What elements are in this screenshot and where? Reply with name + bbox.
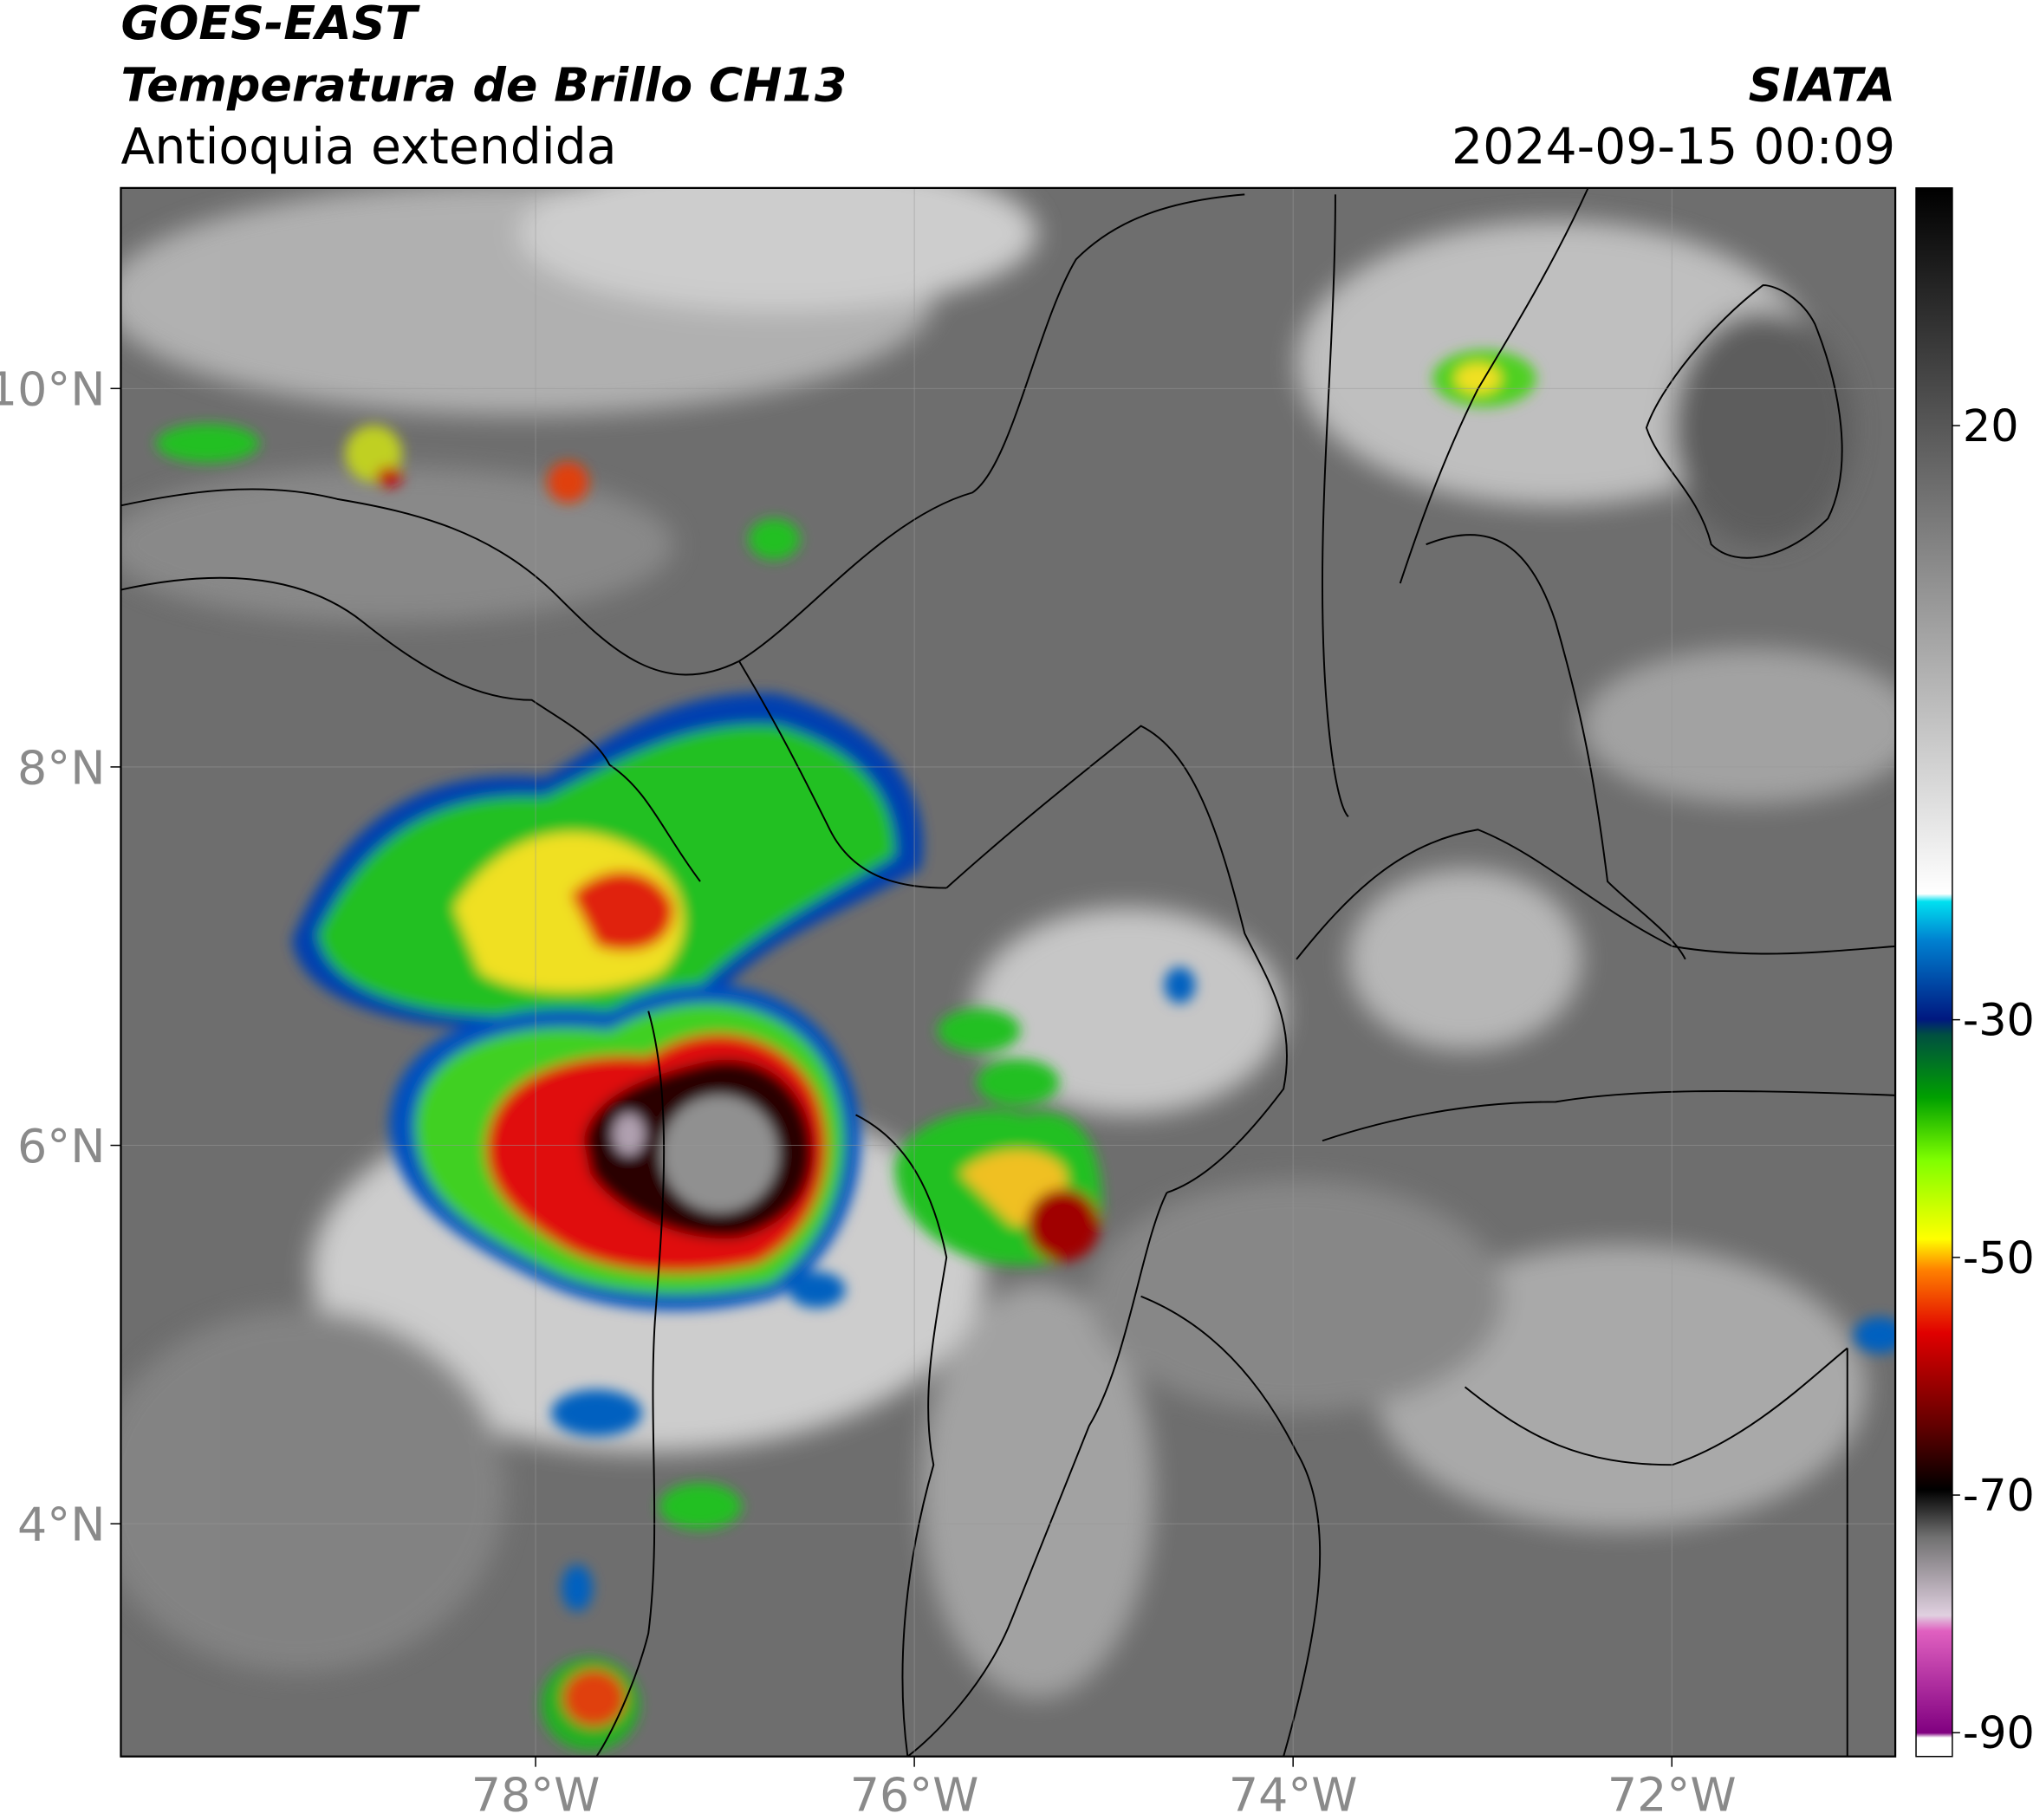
y-tick-label: 6°N [17,1119,105,1173]
source: SIATA [1749,58,1896,113]
map-frame [120,186,1897,1758]
colorbar-tick-label: -90 [1963,1707,2033,1758]
colorbar [1915,187,1953,1758]
x-tick-label: 72°W [1608,1768,1737,1820]
y-tick-label: 8°N [17,740,105,795]
satellite-image [120,187,1896,1757]
colorbar-tick-label: 20 [1963,400,2019,452]
region: Antioquia extendida [120,118,616,175]
y-tick-label: 10°N [0,362,106,417]
subtitle: Temperatura de Brillo CH13 [120,58,847,113]
datetime: 2024-09-15 00:09 [1452,118,1895,175]
x-tick-label: 74°W [1229,1768,1358,1820]
colorbar-tick-label: -30 [1963,995,2033,1046]
x-tick-label: 78°W [471,1768,601,1820]
colorbar-tick-label: -50 [1963,1232,2033,1284]
x-tick-label: 76°W [850,1768,979,1820]
title: GOES-EAST [120,0,420,50]
y-tick-label: 4°N [17,1498,105,1552]
colorbar-tick-label: -70 [1963,1470,2033,1521]
